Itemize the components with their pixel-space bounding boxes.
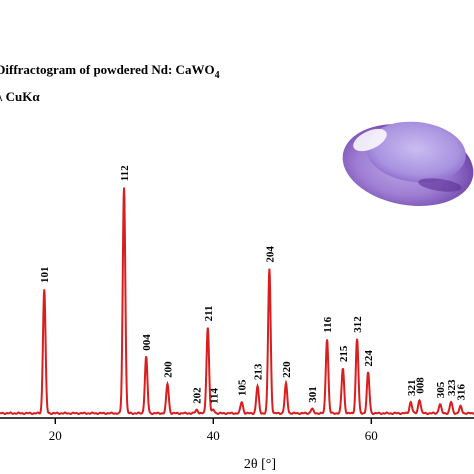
x-tick-label: 40 — [207, 428, 220, 443]
peak-label: 004 — [141, 334, 153, 351]
radiation-label: λ CuKα — [0, 89, 40, 104]
peak-label: 101 — [39, 266, 51, 283]
peak-label: 008 — [414, 377, 426, 394]
peak-label: 211 — [203, 306, 215, 322]
x-axis-title: 2θ [°] — [244, 457, 276, 472]
peak-label: 316 — [456, 384, 468, 401]
peak-label: 200 — [162, 361, 174, 378]
x-tick-label: 20 — [49, 428, 62, 443]
peak-label: 204 — [264, 246, 276, 263]
peak-label: 305 — [435, 381, 447, 398]
peak-label: 224 — [363, 350, 375, 367]
peak-label: 301 — [307, 386, 319, 403]
peak-label: 116 — [322, 316, 334, 332]
x-ticks — [54, 418, 372, 424]
peak-label: 202 — [192, 387, 204, 404]
peak-label: 215 — [338, 345, 350, 362]
peak-label: 220 — [281, 361, 293, 378]
x-tick-label: 60 — [365, 428, 378, 443]
peak-label: 105 — [237, 379, 249, 396]
chart-title-main: Diffractogram of powdered Nd: CaWO — [0, 62, 215, 77]
crystal-photo — [342, 121, 474, 207]
diffraction-pattern-line — [0, 187, 474, 416]
chart-title-subscript: 4 — [215, 70, 220, 81]
x-tick-labels: 20 40 60 — [49, 428, 378, 443]
peak-label: 114 — [208, 388, 220, 404]
chart-title: Diffractogram of powdered Nd: CaWO4 — [0, 62, 220, 81]
peak-labels: 101 112 004 200 202 211 114 105 213 204 220 301 116 2… — [39, 165, 467, 404]
peak-label: 312 — [352, 316, 364, 333]
peak-label: 321 — [406, 379, 418, 396]
peak-label: 323 — [446, 379, 458, 396]
peak-label: 112 — [119, 165, 131, 181]
peak-label: 213 — [253, 363, 265, 380]
